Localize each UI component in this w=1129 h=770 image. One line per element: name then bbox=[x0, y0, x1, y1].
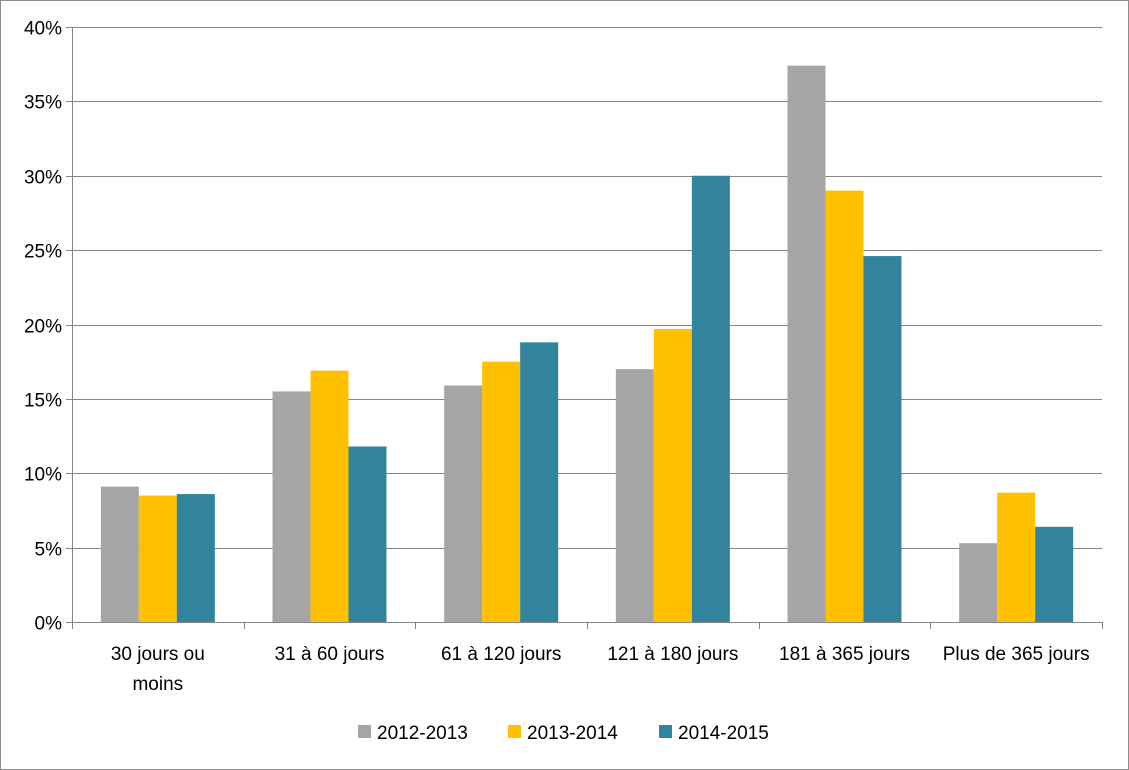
y-tick-label: 0% bbox=[35, 614, 63, 635]
legend-swatch bbox=[358, 725, 371, 738]
legend-label: 2014-2015 bbox=[678, 723, 769, 744]
legend-label: 2013-2014 bbox=[527, 723, 618, 744]
bar-2013-2014 bbox=[482, 361, 521, 622]
bar-2014-2015 bbox=[176, 494, 215, 622]
x-category-label: Plus de 365 jours bbox=[943, 644, 1090, 665]
legend-swatch bbox=[659, 725, 672, 738]
x-category-label: 121 à 180 jours bbox=[607, 644, 738, 665]
y-tick-label: 15% bbox=[24, 391, 62, 412]
y-tick-label: 35% bbox=[24, 93, 62, 114]
bar-2014-2015 bbox=[520, 342, 559, 622]
y-tick-label: 5% bbox=[35, 540, 63, 561]
bar-2013-2014 bbox=[138, 495, 177, 622]
bar-2012-2013 bbox=[959, 543, 998, 622]
legend-label: 2012-2013 bbox=[377, 723, 468, 744]
x-category-label: 30 jours ou moins bbox=[111, 644, 205, 695]
bar-2012-2013 bbox=[444, 385, 483, 622]
bar-2014-2015 bbox=[863, 256, 902, 622]
y-tick-label: 10% bbox=[24, 465, 62, 486]
bar-2013-2014 bbox=[997, 492, 1036, 622]
bar-2012-2013 bbox=[787, 65, 826, 623]
y-tick-label: 30% bbox=[24, 168, 62, 189]
y-tick-label: 20% bbox=[24, 317, 62, 338]
bar-2014-2015 bbox=[691, 175, 730, 622]
y-tick-label: 40% bbox=[24, 19, 62, 40]
legend-swatch bbox=[508, 725, 521, 738]
bar-2012-2013 bbox=[615, 369, 654, 622]
bar-2012-2013 bbox=[100, 486, 139, 622]
bar-2013-2014 bbox=[310, 370, 349, 622]
bar-2013-2014 bbox=[825, 190, 864, 622]
bar-2014-2015 bbox=[1035, 526, 1074, 622]
x-category-label: 31 à 60 jours bbox=[275, 644, 385, 665]
y-tick-label: 25% bbox=[24, 242, 62, 263]
x-category-label: 181 à 365 jours bbox=[779, 644, 910, 665]
bar-2013-2014 bbox=[653, 328, 692, 622]
bar-2014-2015 bbox=[348, 446, 387, 622]
bar-2012-2013 bbox=[272, 391, 311, 622]
x-category-label: 61 à 120 jours bbox=[441, 644, 561, 665]
